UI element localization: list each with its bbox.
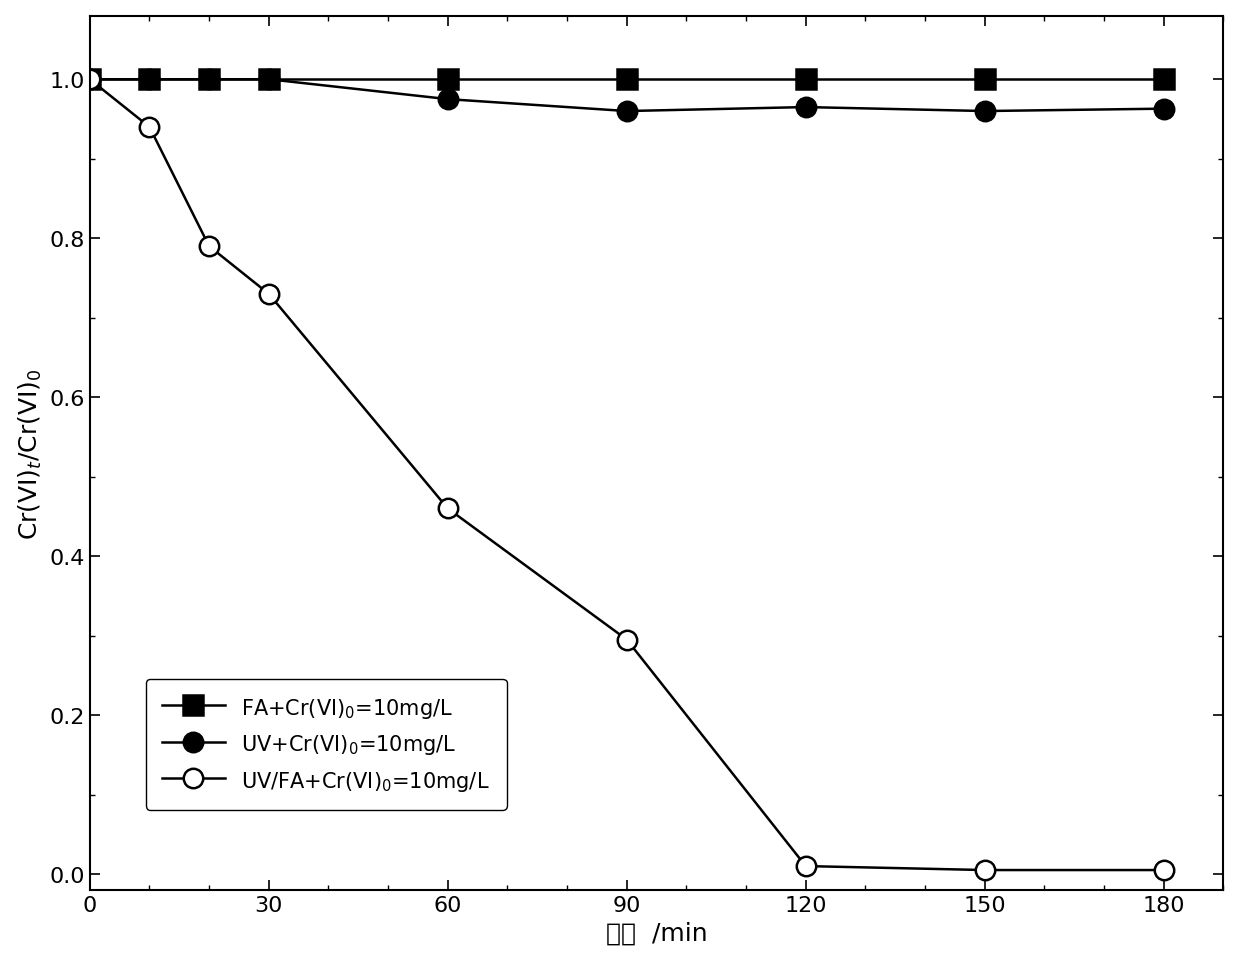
- FA+Cr(VI)$_0$=10mg/L: [799, 74, 813, 86]
- FA+Cr(VI)$_0$=10mg/L: [440, 74, 455, 86]
- UV/FA+Cr(VI)$_0$=10mg/L: [619, 634, 634, 646]
- FA+Cr(VI)$_0$=10mg/L: [262, 74, 277, 86]
- UV+Cr(VI)$_0$=10mg/L: [1156, 104, 1171, 115]
- UV/FA+Cr(VI)$_0$=10mg/L: [1156, 864, 1171, 875]
- UV+Cr(VI)$_0$=10mg/L: [262, 74, 277, 86]
- UV/FA+Cr(VI)$_0$=10mg/L: [799, 860, 813, 872]
- UV+Cr(VI)$_0$=10mg/L: [799, 102, 813, 113]
- UV/FA+Cr(VI)$_0$=10mg/L: [82, 74, 97, 86]
- Y-axis label: Cr(VI)$_t$/Cr(VI)$_0$: Cr(VI)$_t$/Cr(VI)$_0$: [16, 367, 43, 539]
- Line: UV/FA+Cr(VI)$_0$=10mg/L: UV/FA+Cr(VI)$_0$=10mg/L: [81, 70, 1173, 880]
- FA+Cr(VI)$_0$=10mg/L: [143, 74, 157, 86]
- UV+Cr(VI)$_0$=10mg/L: [202, 74, 217, 86]
- UV/FA+Cr(VI)$_0$=10mg/L: [977, 864, 992, 875]
- UV+Cr(VI)$_0$=10mg/L: [619, 106, 634, 117]
- FA+Cr(VI)$_0$=10mg/L: [619, 74, 634, 86]
- UV/FA+Cr(VI)$_0$=10mg/L: [143, 122, 157, 134]
- FA+Cr(VI)$_0$=10mg/L: [977, 74, 992, 86]
- UV+Cr(VI)$_0$=10mg/L: [977, 106, 992, 117]
- UV+Cr(VI)$_0$=10mg/L: [440, 94, 455, 106]
- UV+Cr(VI)$_0$=10mg/L: [143, 74, 157, 86]
- Line: FA+Cr(VI)$_0$=10mg/L: FA+Cr(VI)$_0$=10mg/L: [81, 70, 1173, 90]
- UV+Cr(VI)$_0$=10mg/L: [82, 74, 97, 86]
- UV/FA+Cr(VI)$_0$=10mg/L: [202, 241, 217, 253]
- FA+Cr(VI)$_0$=10mg/L: [1156, 74, 1171, 86]
- Legend: FA+Cr(VI)$_0$=10mg/L, UV+Cr(VI)$_0$=10mg/L, UV/FA+Cr(VI)$_0$=10mg/L: FA+Cr(VI)$_0$=10mg/L, UV+Cr(VI)$_0$=10mg…: [145, 679, 507, 810]
- UV/FA+Cr(VI)$_0$=10mg/L: [262, 288, 277, 300]
- UV/FA+Cr(VI)$_0$=10mg/L: [440, 504, 455, 515]
- FA+Cr(VI)$_0$=10mg/L: [202, 74, 217, 86]
- Line: UV+Cr(VI)$_0$=10mg/L: UV+Cr(VI)$_0$=10mg/L: [81, 70, 1173, 122]
- FA+Cr(VI)$_0$=10mg/L: [82, 74, 97, 86]
- X-axis label: 时间  /min: 时间 /min: [606, 921, 707, 945]
